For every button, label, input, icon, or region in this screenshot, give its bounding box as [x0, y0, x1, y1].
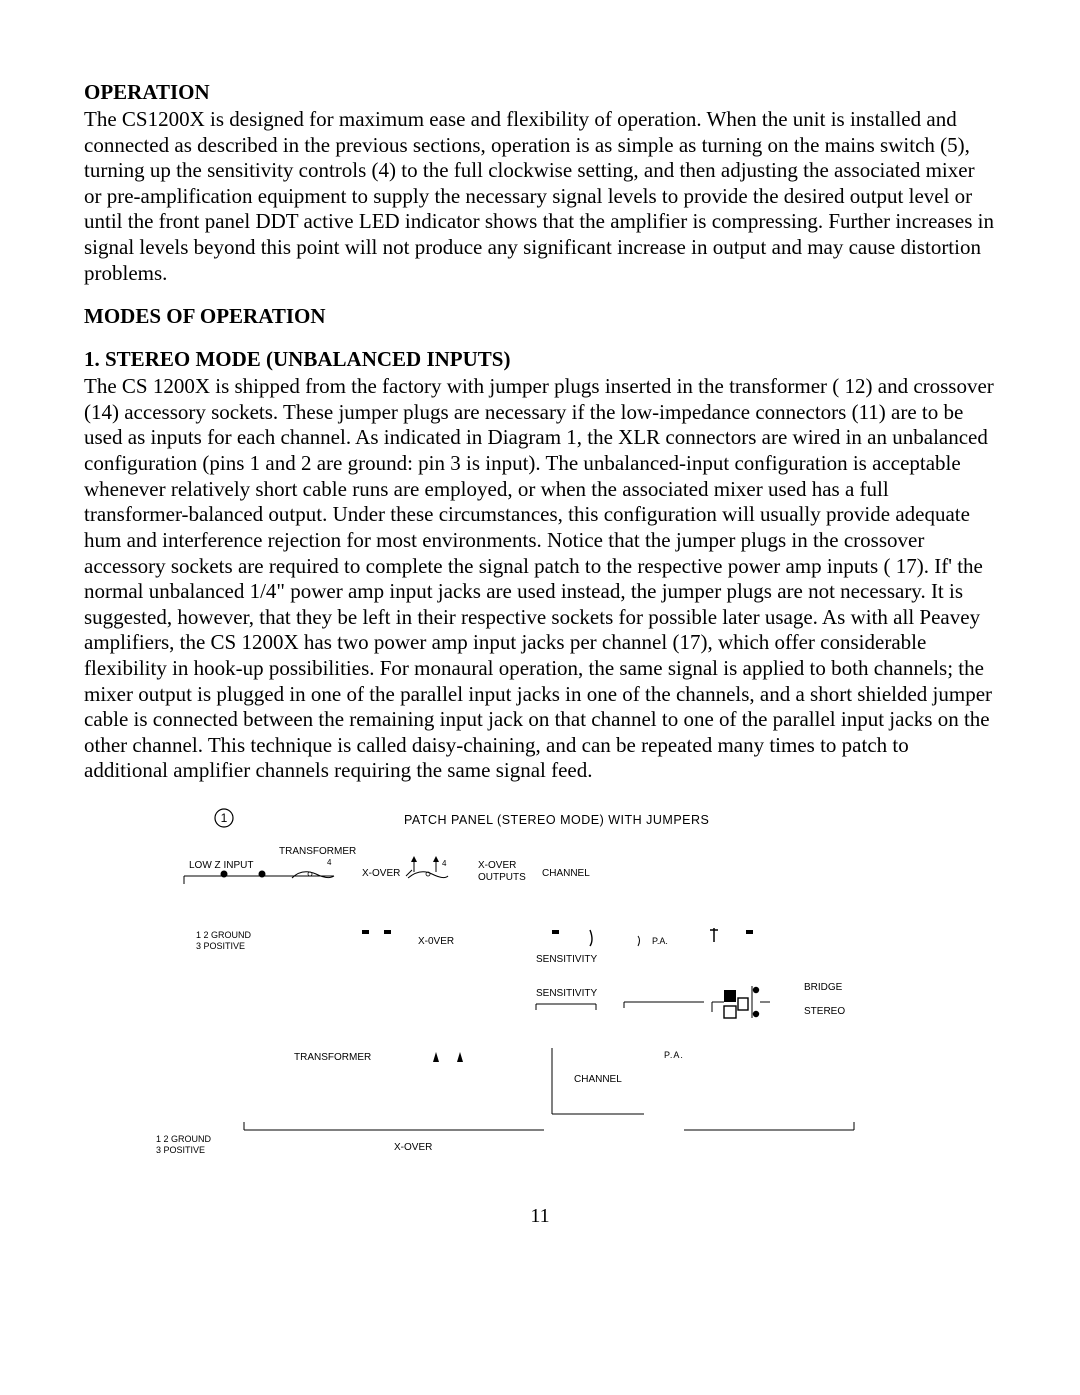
lbl-pa-2: P.A.	[664, 1050, 684, 1060]
lbl-pins-t2: 3 POSITIVE	[196, 941, 245, 951]
lbl-x0ver: X-0VER	[418, 936, 454, 947]
lbl-pins-t1: 1 2 GROUND	[196, 930, 252, 940]
lbl-xover-out2: OUTPUTS	[478, 872, 526, 883]
operation-body: The CS1200X is designed for maximum ease…	[84, 107, 996, 286]
page-number: 11	[84, 1205, 996, 1228]
stereo-body: The CS 1200X is shipped from the factory…	[84, 374, 996, 784]
tiny-4a: 4	[327, 858, 332, 867]
lbl-channel-bot: CHANNEL	[574, 1074, 622, 1085]
lbl-transformer-top: TRANSFORMER	[279, 846, 356, 857]
lbl-sens-2: SENSITIVITY	[536, 988, 597, 999]
lbl-channel-top: CHANNEL	[542, 868, 590, 879]
svg-text:4: 4	[442, 859, 447, 868]
lbl-pins-b2: 3 POSITIVE	[156, 1145, 205, 1155]
lbl-transformer-bot: TRANSFORMER	[294, 1052, 371, 1063]
lbl-xover-bot: X-OVER	[394, 1142, 432, 1153]
diagram-title: PATCH PANEL (STEREO MODE) WITH JUMPERS	[404, 813, 709, 827]
lbl-xover-out1: X-OVER	[478, 860, 516, 871]
lbl-pins-b1: 1 2 GROUND	[156, 1134, 212, 1144]
lbl-xover-1: X-OVER	[362, 868, 400, 879]
lbl-sens-1: SENSITIVITY	[536, 954, 597, 965]
patch-panel-diagram: 1 PATCH PANEL (STEREO MODE) WITH JUMPERS…	[84, 802, 996, 1187]
lbl-lowz: LOW Z INPUT	[189, 860, 253, 871]
lbl-stereo: STEREO	[804, 1006, 845, 1017]
lbl-bridge: BRIDGE	[804, 982, 843, 993]
diagram-circle-num: 1	[221, 811, 228, 825]
modes-heading: MODES OF OPERATION	[84, 304, 996, 329]
operation-heading: OPERATION	[84, 80, 996, 105]
lbl-pa-1: P.A.	[652, 936, 668, 946]
stereo-heading: 1. STEREO MODE (UNBALANCED INPUTS)	[84, 347, 996, 372]
